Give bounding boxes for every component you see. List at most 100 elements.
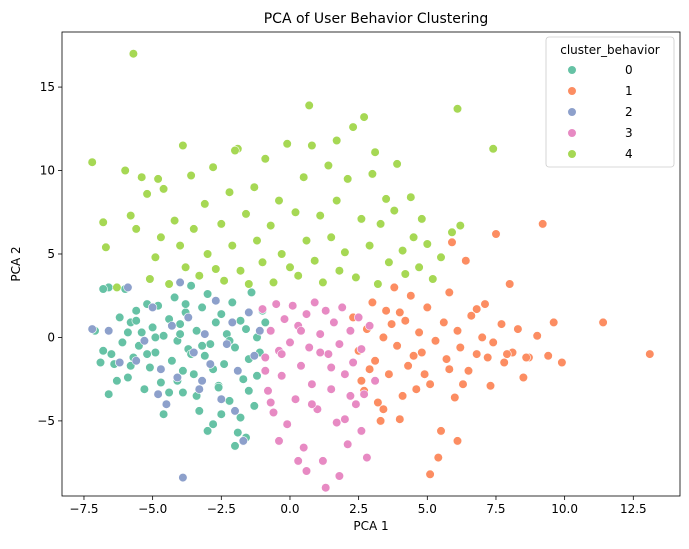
data-point — [288, 301, 298, 311]
data-point — [156, 364, 166, 374]
data-point — [277, 371, 287, 381]
data-point — [98, 284, 108, 294]
data-point — [491, 229, 501, 239]
data-point — [409, 351, 419, 361]
data-point — [203, 289, 213, 299]
data-point — [131, 224, 141, 234]
data-point — [370, 376, 380, 386]
data-point — [101, 242, 111, 252]
data-point — [598, 317, 608, 328]
data-point — [318, 456, 328, 466]
data-point — [161, 399, 171, 409]
data-point — [260, 154, 270, 164]
data-point — [238, 436, 248, 446]
data-point — [430, 336, 441, 346]
data-point — [452, 104, 463, 114]
data-point — [260, 352, 270, 363]
data-point — [384, 369, 394, 379]
data-point — [425, 469, 435, 479]
data-point — [400, 269, 410, 279]
data-point — [557, 357, 567, 368]
data-point — [370, 147, 380, 157]
data-point — [186, 170, 196, 181]
data-point — [194, 406, 204, 416]
data-point — [205, 359, 215, 369]
data-point — [321, 483, 331, 493]
data-point — [356, 426, 367, 436]
data-point — [444, 287, 454, 298]
x-tick-label: 0.0 — [280, 502, 299, 516]
data-point — [238, 374, 248, 384]
data-point — [466, 311, 476, 321]
data-point — [351, 399, 361, 409]
data-point — [216, 409, 226, 419]
data-point — [332, 135, 342, 146]
data-point — [422, 302, 432, 313]
data-point — [463, 366, 474, 376]
data-point — [178, 473, 188, 483]
plot-frame — [61, 31, 681, 497]
data-point — [477, 332, 487, 343]
legend: cluster_behavior 0 1 2 3 4 — [545, 36, 675, 168]
data-point — [131, 306, 141, 316]
data-point — [260, 317, 270, 328]
data-point — [376, 219, 386, 229]
data-point — [197, 302, 207, 313]
data-point — [274, 196, 284, 206]
data-point — [422, 239, 432, 249]
data-point — [488, 144, 498, 154]
data-point — [224, 396, 235, 406]
data-point — [323, 349, 334, 359]
data-point — [203, 426, 213, 436]
x-axis-label: PCA 1 — [353, 519, 388, 533]
data-point — [496, 319, 507, 329]
data-point — [255, 326, 265, 336]
data-point — [235, 413, 246, 423]
data-point — [205, 339, 215, 349]
x-tick-label: 5.0 — [418, 502, 437, 516]
data-point — [326, 232, 336, 242]
data-point — [230, 441, 240, 451]
y-tick-label: 10 — [40, 164, 55, 178]
data-point — [411, 384, 421, 394]
data-point — [301, 236, 312, 246]
data-point — [354, 312, 364, 323]
data-point — [170, 216, 180, 226]
data-point — [266, 397, 276, 408]
data-point — [227, 297, 237, 308]
legend-title: cluster_behavior — [560, 43, 660, 57]
data-point — [472, 304, 482, 314]
data-point — [214, 382, 224, 393]
data-point — [106, 349, 116, 359]
data-point — [290, 207, 301, 217]
data-point — [211, 317, 221, 328]
data-point — [112, 376, 122, 386]
data-point — [398, 391, 408, 401]
data-point — [329, 317, 339, 328]
data-point — [156, 232, 166, 242]
legend-label-3: 3 — [625, 126, 633, 140]
data-point — [307, 379, 317, 389]
data-point — [455, 342, 465, 353]
data-point — [483, 352, 493, 363]
data-point — [348, 122, 358, 132]
data-point — [378, 332, 389, 343]
data-point — [367, 297, 378, 308]
data-point — [279, 314, 290, 324]
data-point — [384, 257, 394, 267]
data-point — [389, 206, 399, 216]
data-point — [175, 319, 185, 329]
data-point — [425, 379, 435, 389]
data-point — [117, 337, 127, 348]
data-point — [301, 309, 312, 319]
x-tick-label: −2.5 — [207, 502, 236, 516]
data-point — [398, 246, 408, 256]
data-point — [334, 339, 345, 349]
data-point — [148, 322, 158, 333]
legend-label-1: 1 — [625, 84, 633, 98]
data-point — [137, 172, 147, 182]
data-point — [436, 252, 446, 262]
data-point — [271, 299, 281, 309]
data-point — [452, 326, 463, 336]
